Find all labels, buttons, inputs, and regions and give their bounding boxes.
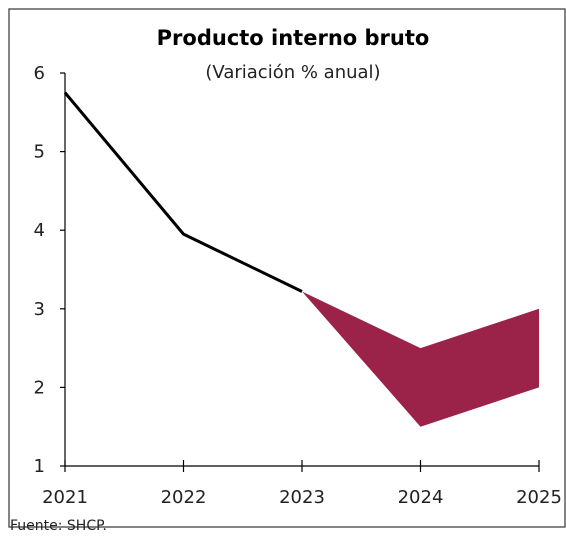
y-tick-label: 6 [34, 63, 45, 84]
x-tick-label: 2023 [279, 487, 325, 508]
y-tick-label: 4 [34, 220, 45, 241]
y-tick-label: 5 [34, 142, 45, 163]
x-tick-label: 2021 [42, 487, 88, 508]
x-tick-label: 2025 [516, 487, 562, 508]
chart-title: Producto interno bruto [157, 26, 430, 50]
y-tick-label: 3 [34, 299, 45, 320]
x-tick-label: 2024 [398, 487, 444, 508]
source-note: Fuente: SHCP. [10, 518, 107, 534]
y-tick-label: 1 [34, 456, 45, 477]
chart-subtitle: (Variación % anual) [205, 62, 380, 83]
y-tick-label: 2 [34, 377, 45, 398]
x-tick-label: 2022 [161, 487, 207, 508]
chart-frame [8, 8, 566, 528]
forecast-range-band [302, 291, 539, 427]
series-line [63, 91, 303, 293]
